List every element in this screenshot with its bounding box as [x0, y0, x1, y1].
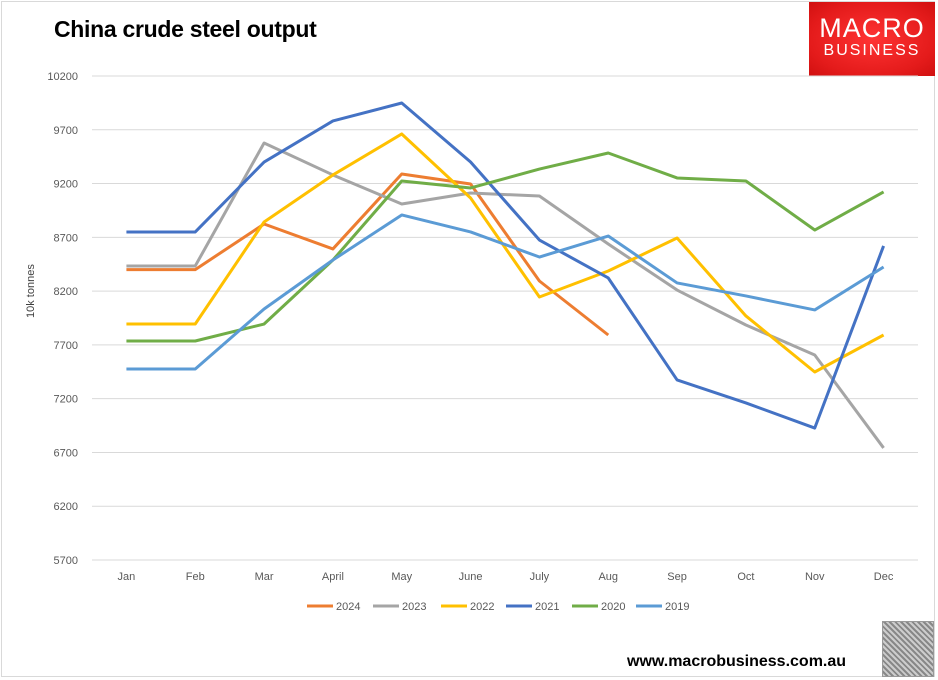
- series-line-2019: [126, 213, 885, 371]
- y-tick-label: 7700: [54, 340, 78, 352]
- legend-label-2024: 2024: [336, 601, 360, 613]
- series-line-2021: [126, 101, 885, 430]
- macrobusiness-logo: MACRO BUSINESS: [809, 2, 935, 76]
- legend-label-2021: 2021: [535, 601, 559, 613]
- x-tick-label: Jan: [118, 571, 136, 583]
- y-tick-label: 8200: [54, 286, 78, 298]
- x-tick-label: April: [322, 571, 344, 583]
- series-line-2022: [126, 132, 885, 374]
- logo-text-macro: MACRO: [819, 13, 925, 43]
- x-tick-label: Aug: [598, 571, 618, 583]
- legend-label-2019: 2019: [665, 601, 689, 613]
- y-tick-label: 8700: [54, 232, 78, 244]
- series-line-2020: [126, 151, 885, 343]
- y-tick-label: 7200: [54, 394, 78, 406]
- x-tick-label: Oct: [737, 571, 754, 583]
- logo-text-business: BUSINESS: [823, 42, 921, 59]
- x-tick-label: Nov: [805, 571, 825, 583]
- wolf-logo-icon: [882, 621, 934, 677]
- legend-label-2020: 2020: [601, 601, 625, 613]
- x-tick-label: Dec: [874, 571, 894, 583]
- x-tick-label: Sep: [667, 571, 687, 583]
- website-url: www.macrobusiness.com.au: [627, 653, 847, 670]
- x-tick-label: May: [391, 571, 412, 583]
- y-tick-label: 10200: [47, 71, 78, 83]
- x-tick-label: June: [459, 571, 483, 583]
- legend-label-2022: 2022: [470, 601, 494, 613]
- y-tick-label: 6700: [54, 447, 78, 459]
- series-line-2024: [126, 172, 610, 337]
- series-line-2023: [126, 141, 885, 449]
- y-tick-label: 9200: [54, 179, 78, 191]
- legend-label-2023: 2023: [402, 601, 426, 613]
- x-tick-label: Mar: [255, 571, 274, 583]
- y-tick-label: 6200: [54, 501, 78, 513]
- y-tick-label: 9700: [54, 125, 78, 137]
- chart-title: China crude steel output: [54, 16, 317, 42]
- x-tick-label: July: [530, 571, 550, 583]
- y-tick-label: 5700: [54, 555, 78, 567]
- x-tick-label: Feb: [186, 571, 205, 583]
